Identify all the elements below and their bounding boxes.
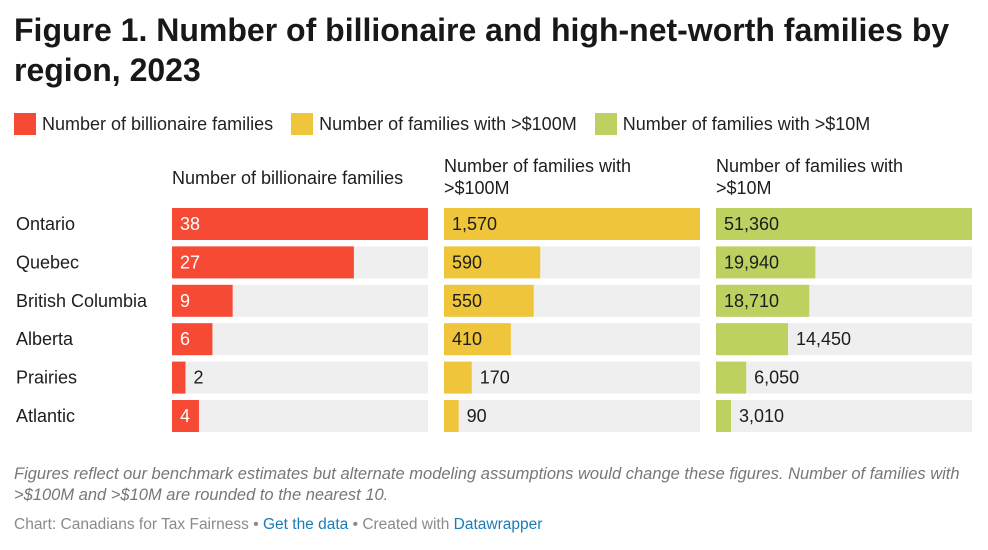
bar-track-2-atlantic	[444, 400, 700, 432]
get-the-data-link[interactable]: Get the data	[262, 516, 349, 533]
credit-separator: •	[248, 516, 263, 533]
bar-3-british-columbia	[716, 284, 810, 317]
bar-1-british-columbia	[172, 284, 233, 317]
row-label-quebec: Quebec	[16, 252, 79, 272]
bar-2-atlantic	[444, 400, 459, 432]
bar-value-label-3-quebec: 19,940	[724, 252, 779, 272]
bar-value-label-2-alberta: 410	[452, 329, 482, 349]
bar-1-atlantic	[172, 400, 199, 432]
bar-track-3-prairies	[716, 361, 972, 394]
bar-value-label-1-quebec: 27	[180, 252, 200, 272]
bar-value-label-2-british-columbia: 550	[452, 291, 482, 311]
bar-value-label-3-british-columbia: 18,710	[724, 291, 779, 311]
bar-chart: Ontario Quebec British Columbia Alberta Prai…	[16, 156, 972, 432]
legend-item-100m: Number of families with >$100M	[291, 113, 577, 135]
chart-credit: Chart: Canadians for Tax Fairness • Get …	[14, 516, 542, 534]
bar-value-label-3-alberta: 14,450	[796, 329, 851, 349]
bar-2-british-columbia	[444, 284, 534, 317]
legend-label-10m: Number of families with >$10M	[622, 113, 871, 134]
bar-value-label-2-prairies: 170	[480, 368, 510, 388]
row-label-british-columbia: British Columbia	[16, 291, 148, 311]
bar-track-2-prairies	[444, 361, 700, 394]
column-header-2-line-2: >$100M	[444, 178, 510, 198]
legend-swatch-10m	[594, 113, 617, 135]
bar-3-ontario	[716, 208, 972, 240]
bar-3-quebec	[716, 246, 816, 279]
row-label-ontario: Ontario	[16, 214, 75, 234]
bar-value-label-1-atlantic: 4	[180, 406, 190, 426]
column-header-3-line-2: >$10M	[716, 178, 772, 198]
bar-3-alberta	[716, 323, 789, 356]
column-header-2-line-1: Number of families with	[444, 156, 631, 176]
column-header-3-line-1: Number of families with	[716, 156, 903, 176]
bar-value-label-2-ontario: 1,570	[452, 214, 497, 234]
bar-value-label-1-british-columbia: 9	[180, 291, 190, 311]
bar-3-atlantic	[716, 400, 732, 432]
legend-swatch-billionaire	[14, 113, 36, 135]
bar-2-ontario	[444, 208, 700, 240]
datawrapper-link[interactable]: Datawrapper	[453, 516, 543, 533]
legend-label-billionaire: Number of billionaire families	[42, 113, 274, 134]
bar-2-alberta	[444, 323, 511, 356]
bar-2-quebec	[444, 246, 541, 279]
row-label-atlantic: Atlantic	[16, 406, 75, 426]
bar-track-3-atlantic	[716, 400, 972, 432]
legend-item-10m: Number of families with >$10M	[594, 113, 871, 135]
column-header-1-line-1: Number of billionaire families	[172, 168, 403, 188]
bar-track-1-alberta	[172, 323, 428, 356]
bar-2-prairies	[444, 361, 472, 394]
bar-track-1-atlantic	[172, 400, 428, 432]
row-label-prairies: Prairies	[16, 368, 77, 388]
credit-source: Chart: Canadians for Tax Fairness	[14, 516, 249, 533]
legend-item-billionaire: Number of billionaire families	[14, 113, 273, 135]
bar-value-label-1-prairies: 2	[193, 368, 203, 388]
bar-value-label-1-ontario: 38	[180, 214, 200, 234]
bar-value-label-3-ontario: 51,360	[724, 214, 779, 234]
bar-1-ontario	[172, 208, 428, 240]
bar-1-quebec	[172, 246, 354, 279]
credit-created-with: • Created with	[348, 516, 454, 533]
bar-value-label-3-atlantic: 3,010	[739, 406, 784, 426]
bar-value-label-1-alberta: 6	[180, 329, 190, 349]
row-label-alberta: Alberta	[16, 329, 74, 349]
bar-3-prairies	[716, 361, 747, 394]
bar-value-label-2-quebec: 590	[452, 252, 482, 272]
chart-title: Figure 1. Number of billionaire and high…	[14, 12, 950, 88]
chart-notes: Figures reflect our benchmark estimates …	[14, 465, 960, 504]
legend: Number of billionaire families Number of…	[14, 112, 888, 136]
legend-label-100m: Number of families with >$100M	[319, 113, 577, 134]
bar-value-label-3-prairies: 6,050	[754, 368, 799, 388]
bar-track-1-prairies	[172, 361, 428, 394]
legend-swatch-100m	[291, 113, 314, 135]
bar-1-prairies	[172, 361, 186, 394]
bar-value-label-2-atlantic: 90	[467, 406, 487, 426]
bar-1-alberta	[172, 323, 213, 356]
